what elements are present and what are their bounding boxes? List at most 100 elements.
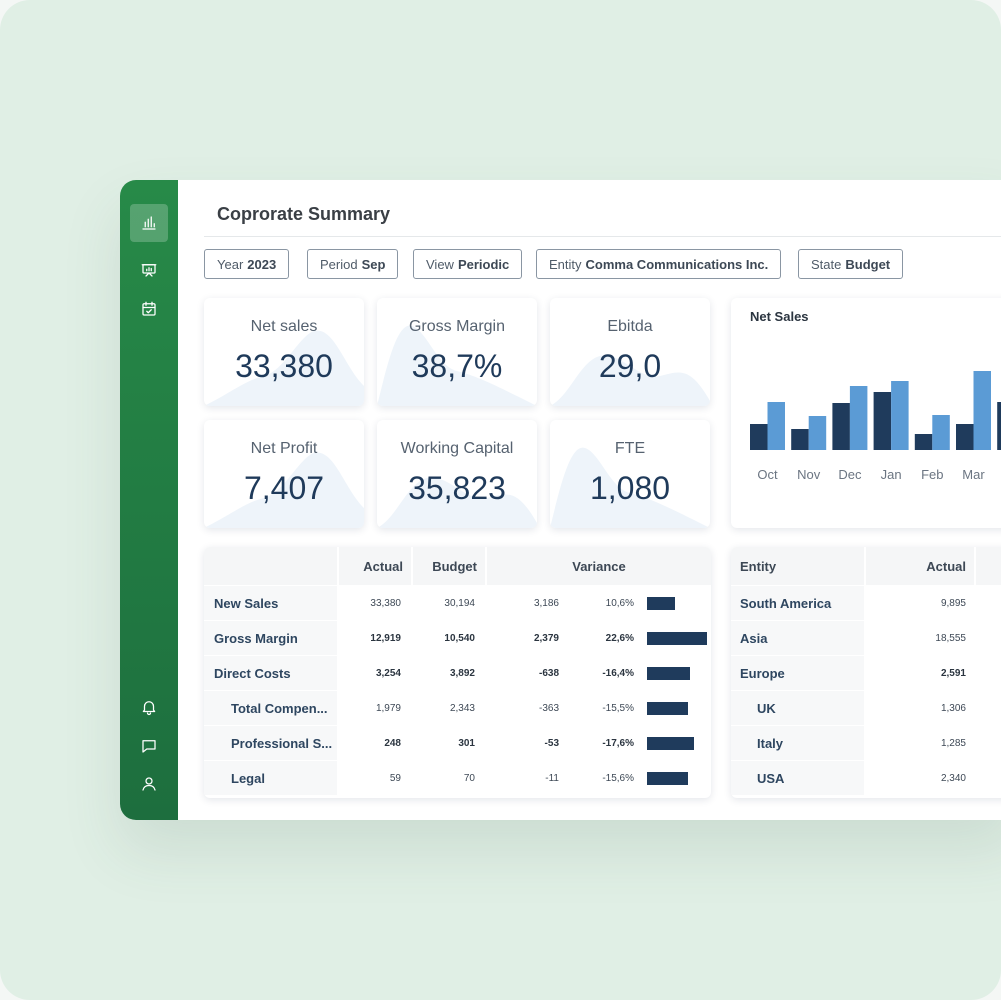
kpi-label: Ebitda	[607, 318, 653, 335]
calendar-check-icon	[142, 301, 156, 316]
row-name[interactable]: New Sales	[204, 586, 337, 620]
kpi-label: FTE	[614, 440, 646, 457]
row-name[interactable]: Total Compen...	[204, 691, 337, 725]
sparkline-area	[377, 477, 537, 528]
sidebar-item-presentation[interactable]	[130, 251, 168, 289]
kpi-value: 33,380	[235, 348, 333, 384]
cell-pct: -15,5%	[602, 702, 634, 714]
main-content: Coprorate Summary Year 2023 Period Sep Vie…	[178, 180, 1001, 820]
row-name[interactable]: Gross Margin	[204, 621, 337, 655]
variance-bar	[647, 702, 688, 715]
entity-row-name[interactable]: Asia	[731, 621, 864, 655]
bar-nov-dark	[791, 429, 809, 450]
app-window: Coprorate Summary Year 2023 Period Sep Vie…	[120, 180, 1001, 820]
variance-bar	[647, 667, 690, 680]
x-tick-label: Feb	[921, 467, 943, 482]
sparkline-area	[204, 452, 364, 528]
bar-dec-dark	[832, 403, 850, 450]
variance-bar	[647, 597, 675, 610]
cell-variance: -638	[538, 667, 559, 679]
bar-mar-dark	[956, 424, 974, 450]
chat-icon	[142, 740, 156, 753]
cell-actual: 33,380	[370, 597, 401, 609]
filter-state[interactable]: State Budget	[798, 249, 904, 279]
filter-period[interactable]: Period Sep	[307, 249, 399, 279]
cell-pct: 22,6%	[605, 632, 634, 644]
x-tick-label: Mar	[962, 467, 985, 482]
entity-row-name[interactable]: UK	[731, 691, 864, 725]
column-header-extra	[976, 547, 1001, 585]
bar-feb-light	[932, 415, 950, 450]
sparkline-area	[377, 325, 537, 406]
bar-mar-light	[973, 371, 991, 450]
cell-pct: -17,6%	[602, 737, 634, 749]
presentation-board-icon	[141, 264, 157, 277]
column-header-actual[interactable]: Actual	[339, 547, 411, 585]
row-name[interactable]: Legal	[204, 761, 337, 795]
column-header-entity[interactable]: Entity	[731, 547, 864, 585]
column-header-variance[interactable]: Variance	[487, 547, 711, 585]
entity-row-name[interactable]: South America	[731, 586, 864, 620]
kpi-card-ebitda[interactable]: Ebitda 29,0	[550, 298, 710, 406]
cell-variance: 2,379	[533, 632, 559, 644]
cell-actual: 1,285	[940, 737, 966, 749]
cell-pct: -16,4%	[602, 667, 634, 679]
filter-view[interactable]: View Periodic	[413, 249, 523, 279]
cell-actual: 248	[384, 737, 401, 749]
cell-pct: 10,6%	[605, 597, 634, 609]
bar-oct-dark	[750, 424, 768, 450]
variance-bar	[647, 632, 707, 645]
bar-oct-light	[767, 402, 785, 450]
sidebar-item-profile[interactable]	[130, 765, 168, 803]
cell-budget: 70	[463, 772, 475, 784]
bar-nov-light	[808, 416, 827, 450]
cell-pct: -15,6%	[602, 772, 634, 784]
row-name[interactable]: Professional S...	[204, 726, 337, 760]
kpi-card-fte[interactable]: FTE 1,080	[550, 420, 710, 528]
cell-actual: 2,591	[940, 667, 966, 679]
cell-variance: -363	[538, 702, 559, 714]
x-tick-label: Dec	[838, 467, 862, 482]
filter-entity[interactable]: Entity Comma Communications Inc.	[536, 249, 782, 279]
entity-row-name[interactable]: Italy	[731, 726, 864, 760]
entity-row-name[interactable]: USA	[731, 761, 864, 795]
net-sales-chart-card: Net Sales OctNovDecJanFebMarApr	[731, 298, 1001, 528]
column-header-name	[204, 547, 337, 585]
cell-actual: 2,340	[940, 772, 966, 784]
kpi-label: Working Capital	[400, 440, 514, 457]
sparkline-area	[204, 330, 364, 406]
sidebar-item-calendar[interactable]	[130, 290, 168, 328]
kpi-label: Net sales	[250, 318, 318, 335]
bar-feb-dark	[914, 434, 933, 450]
kpi-card-working-capital[interactable]: Working Capital 35,823	[377, 420, 537, 528]
cell-budget: 30,194	[444, 597, 475, 609]
x-tick-label: Nov	[797, 467, 821, 482]
filter-year[interactable]: Year 2023	[204, 249, 290, 279]
bar-dec-light	[849, 386, 868, 450]
kpi-card-net-sales[interactable]: Net sales 33,380	[204, 298, 364, 406]
column-header-actual[interactable]: Actual	[866, 547, 974, 585]
chart-title: Net Sales	[750, 309, 809, 324]
sidebar-item-messages[interactable]	[130, 727, 168, 765]
row-name[interactable]: Direct Costs	[204, 656, 337, 690]
column-header-budget[interactable]: Budget	[413, 547, 485, 585]
sidebar	[120, 180, 178, 820]
sidebar-item-dashboard[interactable]	[130, 204, 168, 242]
sparkline-area	[550, 447, 710, 528]
bell-icon	[142, 701, 156, 716]
sidebar-item-notifications[interactable]	[130, 688, 168, 726]
cell-variance: -11	[545, 772, 559, 784]
cell-budget: 10,540	[444, 632, 475, 644]
kpi-value: 29,0	[598, 348, 662, 384]
entity-row-name[interactable]: Europe	[731, 656, 864, 690]
kpi-card-gross-margin[interactable]: Gross Margin 38,7%	[377, 298, 537, 406]
kpi-label: Net Profit	[250, 440, 318, 457]
cell-actual: 9,895	[940, 597, 966, 609]
kpi-value: 7,407	[243, 470, 325, 506]
variance-bar	[647, 772, 688, 785]
kpi-card-net-profit[interactable]: Net Profit 7,407	[204, 420, 364, 528]
title-divider	[204, 236, 1001, 237]
page-title: Coprorate Summary	[217, 204, 391, 224]
sparkline-area	[550, 355, 710, 406]
bar-jan-dark	[873, 392, 892, 450]
